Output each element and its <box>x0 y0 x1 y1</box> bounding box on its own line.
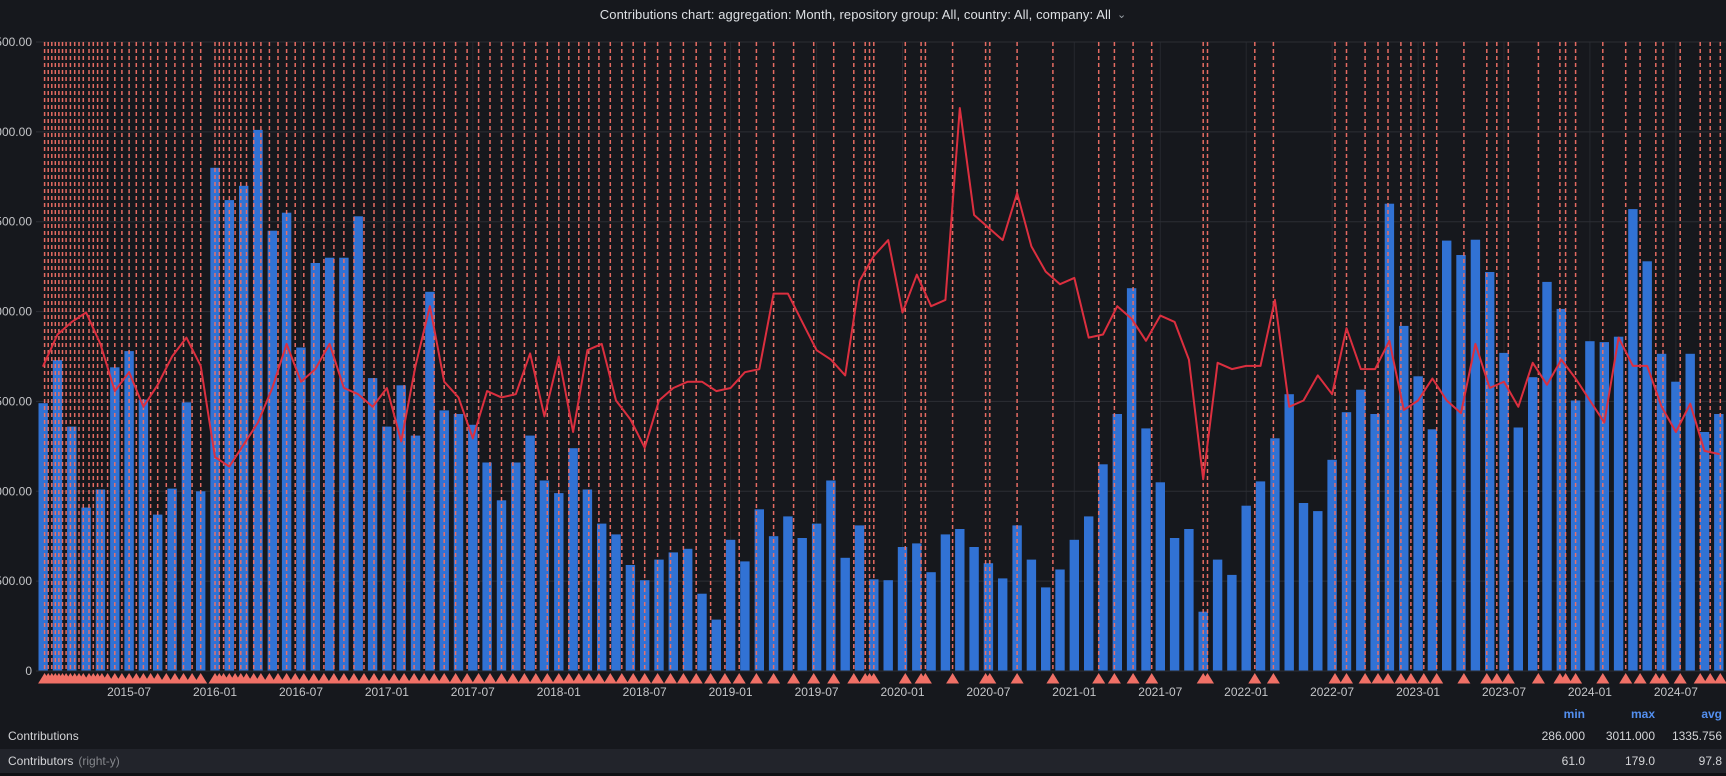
series-label-contributions[interactable]: Contributions <box>8 729 79 743</box>
svg-text:2017-07: 2017-07 <box>451 685 495 699</box>
panel-title: Contributions chart: aggregation: Month,… <box>599 6 1111 22</box>
svg-text:2017-01: 2017-01 <box>365 685 409 699</box>
annotation-triangle-markers[interactable] <box>36 670 1726 684</box>
legend-header-max: max <box>1630 707 1655 721</box>
svg-text:1000.00: 1000.00 <box>0 484 32 498</box>
contributions-chart[interactable]: 3500.00 3000.00 2500.00 2000.00 1500.00 1000.… <box>0 28 1726 705</box>
legend-header-min: min <box>1563 707 1585 721</box>
svg-text:2018-07: 2018-07 <box>623 685 667 699</box>
svg-text:1500.00: 1500.00 <box>0 394 32 408</box>
contributors-avg-value: 97.8 <box>1698 754 1722 768</box>
legend-header-row: min max avg <box>0 705 1726 723</box>
legend-row-contributors[interactable]: Contributors (right-y) 61.0 179.0 97.8 <box>0 749 1726 773</box>
series-label-contributors[interactable]: Contributors (right-y) <box>8 754 120 768</box>
contributors-min-value: 61.0 <box>1561 754 1585 768</box>
bars-series-contributions[interactable] <box>38 129 1724 672</box>
svg-text:2018-01: 2018-01 <box>537 685 581 699</box>
svg-text:2500.00: 2500.00 <box>0 215 32 229</box>
svg-text:3000.00: 3000.00 <box>0 125 32 139</box>
svg-text:2021-07: 2021-07 <box>1138 685 1182 699</box>
svg-text:2023-07: 2023-07 <box>1482 685 1526 699</box>
svg-text:2021-01: 2021-01 <box>1052 685 1096 699</box>
svg-text:2022-07: 2022-07 <box>1310 685 1354 699</box>
legend-bottom-strip <box>0 773 1726 776</box>
contributions-avg-value: 1335.756 <box>1671 729 1722 743</box>
svg-text:2000.00: 2000.00 <box>0 305 32 319</box>
contributions-max-value: 3011.000 <box>1605 729 1655 743</box>
chart-area[interactable]: 3500.00 3000.00 2500.00 2000.00 1500.00 1000.… <box>0 28 1726 705</box>
panel-header: Contributions chart: aggregation: Month,… <box>0 0 1726 28</box>
svg-text:2019-07: 2019-07 <box>795 685 839 699</box>
svg-text:2024-01: 2024-01 <box>1568 685 1612 699</box>
legend-row-contributions[interactable]: Contributions 286.000 3011.000 1335.756 <box>0 723 1726 749</box>
contributors-max-value: 179.0 <box>1624 754 1655 768</box>
svg-text:2024-07: 2024-07 <box>1654 685 1698 699</box>
svg-text:2020-07: 2020-07 <box>966 685 1010 699</box>
chevron-down-icon[interactable]: ⌄ <box>1117 9 1127 21</box>
x-axis-labels: 2015-07 2016-01 2016-07 2017-01 2017-07 2018-… <box>107 685 1698 699</box>
annotation-lines <box>43 42 1722 671</box>
svg-text:0: 0 <box>25 664 32 678</box>
svg-text:2022-01: 2022-01 <box>1224 685 1268 699</box>
legend-header-avg: avg <box>1701 707 1722 721</box>
svg-text:2015-07: 2015-07 <box>107 685 151 699</box>
line-series-contributors[interactable] <box>42 107 1720 481</box>
legend: min max avg Contributions 286.000 3011.0… <box>0 705 1726 776</box>
svg-text:2016-01: 2016-01 <box>193 685 237 699</box>
svg-text:2023-01: 2023-01 <box>1396 685 1440 699</box>
svg-text:2016-07: 2016-07 <box>279 685 323 699</box>
contributions-min-value: 286.000 <box>1541 729 1585 743</box>
svg-text:500.00: 500.00 <box>0 574 32 588</box>
svg-text:2019-01: 2019-01 <box>709 685 753 699</box>
svg-text:3500.00: 3500.00 <box>0 35 32 49</box>
right-y-suffix: (right-y) <box>78 754 120 768</box>
svg-text:2020-01: 2020-01 <box>880 685 924 699</box>
